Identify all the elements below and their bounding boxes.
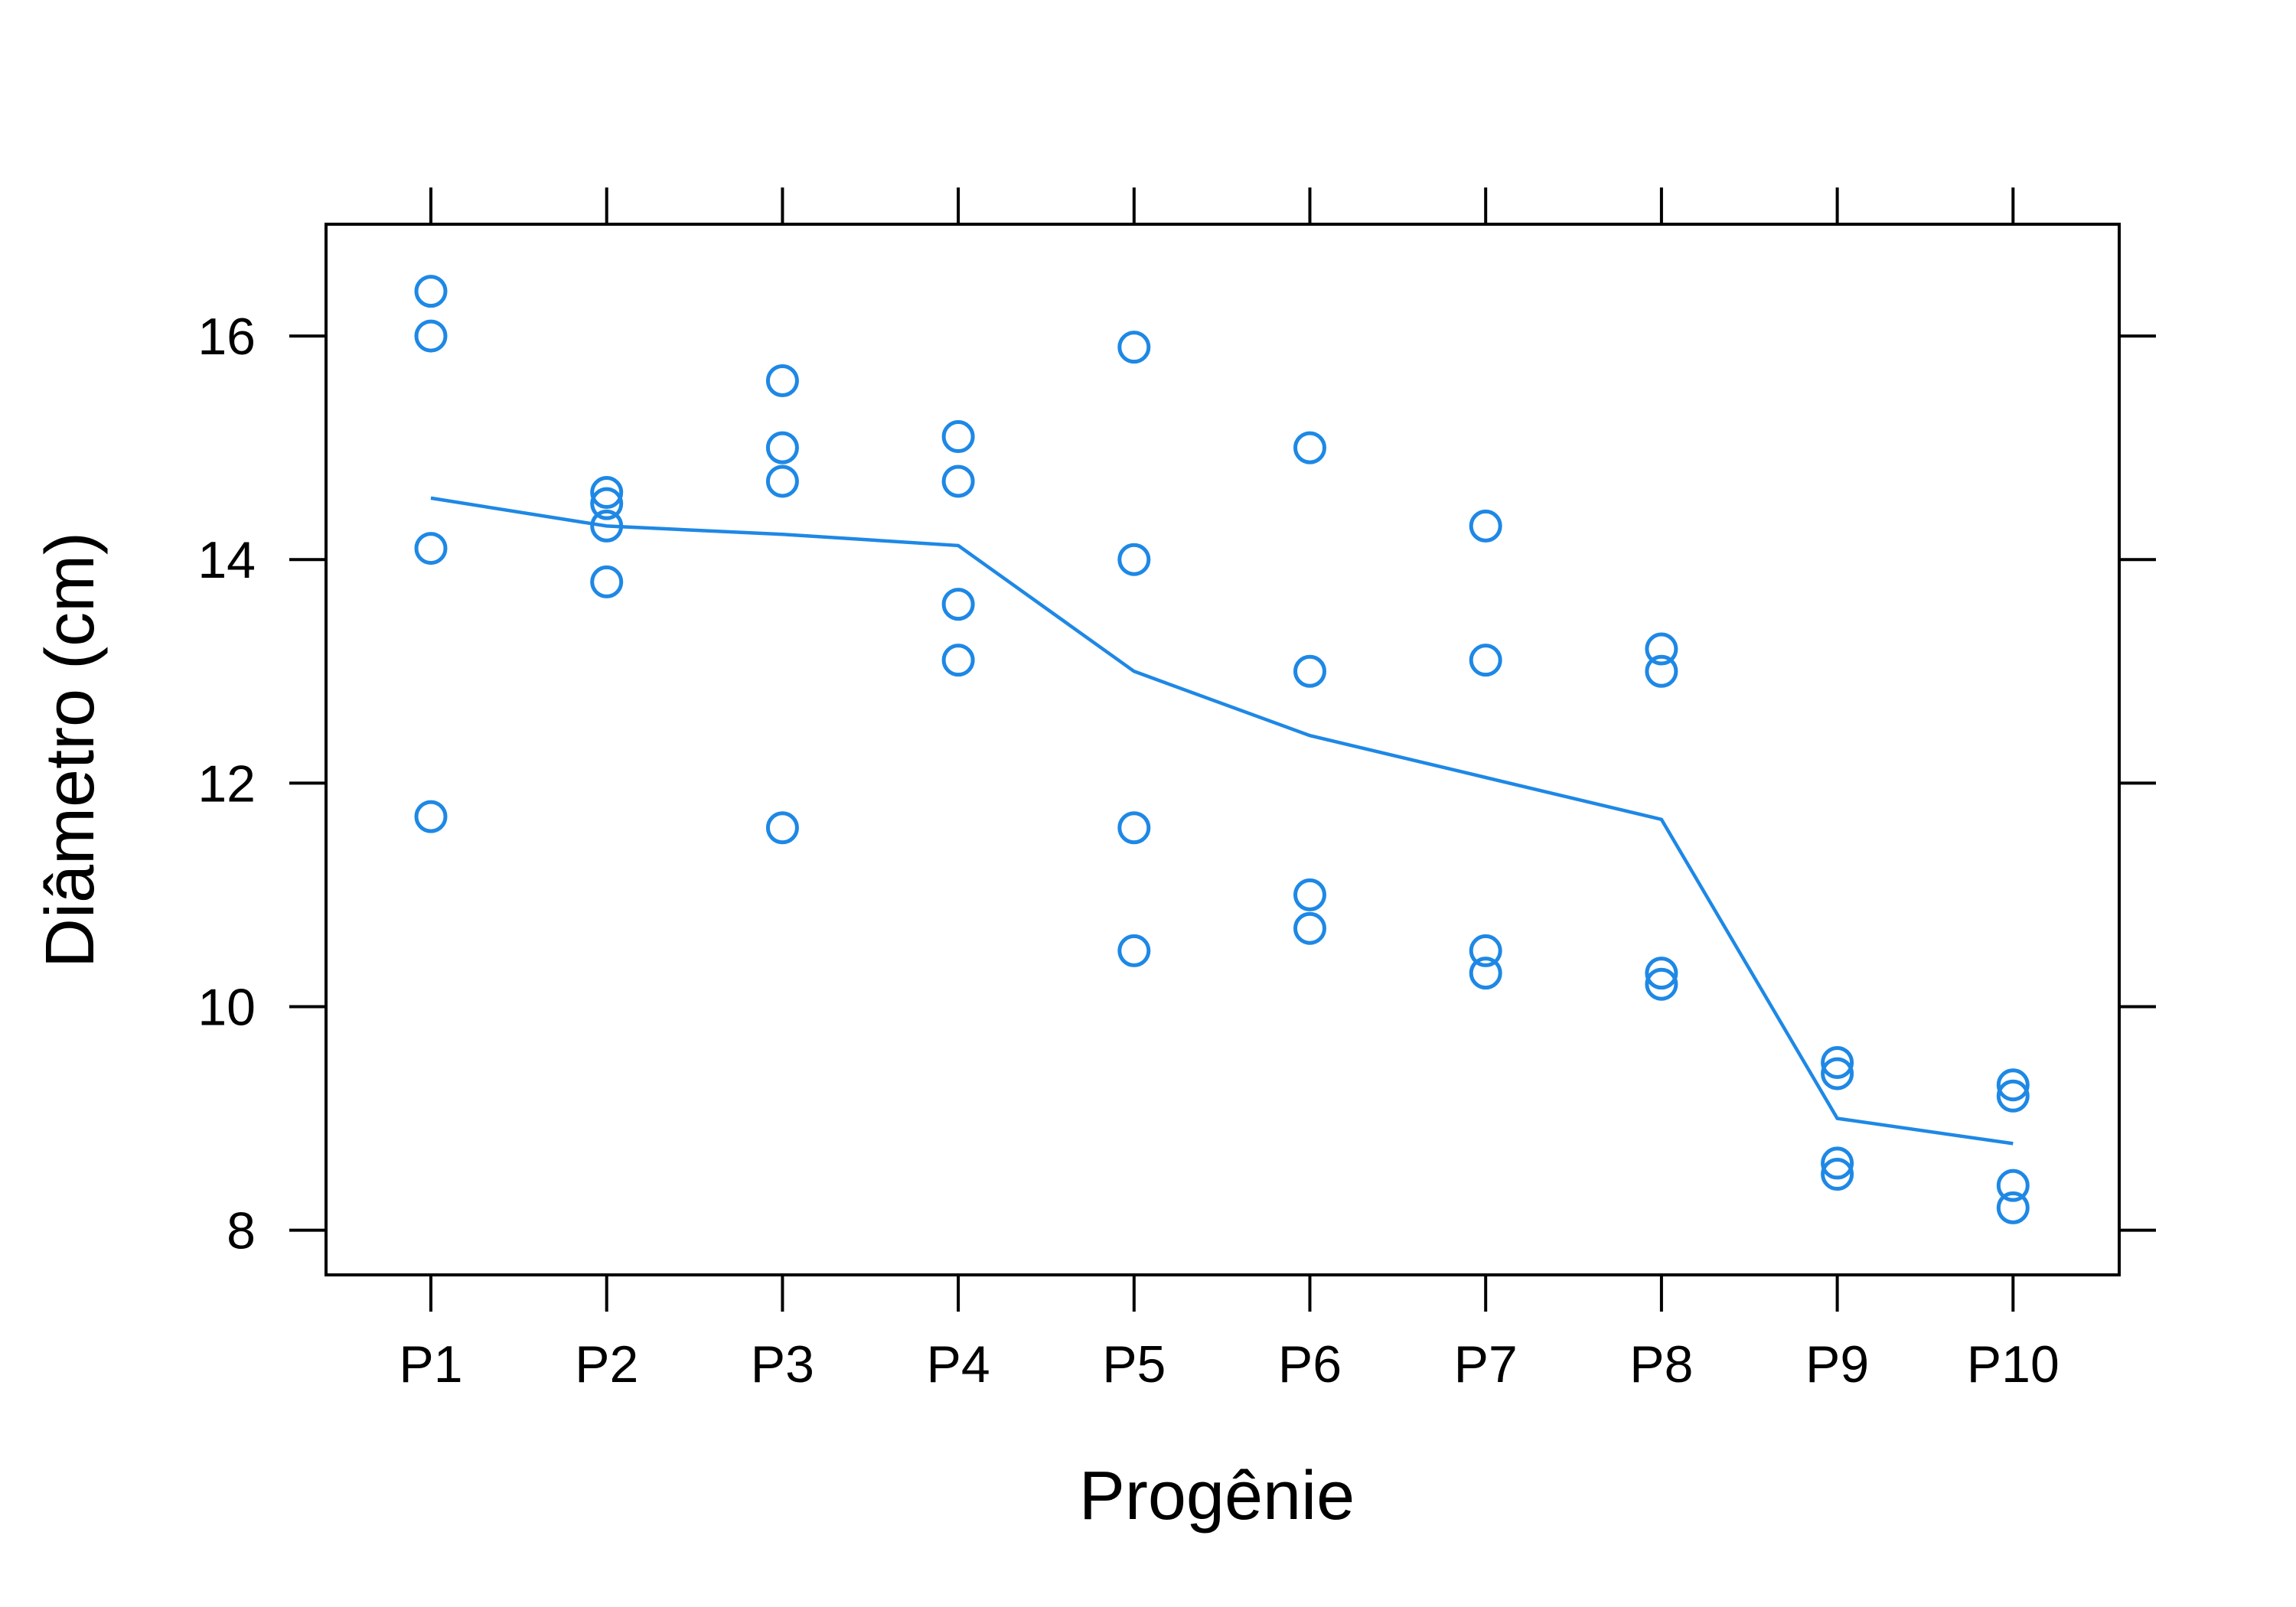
data-point-P10-3 (1996, 1191, 2030, 1224)
data-point-P9-0 (1821, 1045, 1854, 1079)
tick-labels: P1 P2 P3 P4 P5 P6 P7 P8 P9 P10 8 10 12 14 16 (197, 308, 2059, 1393)
data-point-P6-3 (1293, 911, 1326, 945)
data-point-P5-1 (1117, 543, 1151, 576)
data-point-P5-0 (1117, 331, 1151, 364)
data-point-P3-0 (765, 363, 799, 397)
y-tick-label: 8 (227, 1202, 256, 1260)
data-point-P8-3 (1645, 967, 1678, 1001)
x-tick-label: P1 (399, 1335, 462, 1393)
data-point-P5-3 (1117, 934, 1151, 967)
data-point-P4-2 (941, 588, 975, 621)
plot-area-border (325, 223, 2121, 1276)
x-tick-label: P8 (1629, 1335, 1693, 1393)
data-point-P3-1 (765, 431, 799, 464)
data-series (414, 275, 2030, 1224)
y-tick-label: 14 (197, 531, 256, 589)
x-tick-label: P7 (1454, 1335, 1518, 1393)
x-tick-label: P10 (1967, 1335, 2060, 1393)
data-point-P4-0 (941, 420, 975, 454)
data-point-P8-1 (1645, 654, 1678, 688)
data-point-P1-1 (414, 319, 448, 353)
x-tick-label: P3 (751, 1335, 814, 1393)
data-point-P9-1 (1821, 1057, 1854, 1090)
data-point-P1-0 (414, 275, 448, 308)
data-point-P2-1 (590, 487, 624, 520)
data-point-P4-3 (941, 644, 975, 677)
x-tick-label: P9 (1805, 1335, 1869, 1393)
mean-line (430, 496, 2014, 1146)
y-axis-title: Diâmetro (cm) (32, 532, 109, 968)
data-point-P9-3 (1821, 1158, 1854, 1191)
data-point-P1-3 (414, 800, 448, 833)
data-point-P2-0 (590, 476, 624, 510)
x-tick-label: P4 (927, 1335, 990, 1393)
data-point-P5-2 (1117, 811, 1151, 845)
x-tick-label: P5 (1102, 1335, 1166, 1393)
data-point-P7-2 (1469, 934, 1502, 967)
y-tick-label: 16 (197, 308, 256, 366)
data-point-P7-1 (1469, 644, 1502, 677)
data-point-P6-0 (1293, 431, 1326, 464)
data-point-P9-2 (1821, 1146, 1854, 1180)
data-point-P8-2 (1645, 957, 1678, 990)
data-point-P7-0 (1469, 509, 1502, 543)
x-tick-label: P2 (575, 1335, 638, 1393)
x-tick-label: P6 (1278, 1335, 1342, 1393)
data-point-P10-2 (1996, 1169, 2030, 1202)
data-point-P6-1 (1293, 654, 1326, 688)
data-point-P10-0 (1996, 1068, 2030, 1102)
data-point-P6-2 (1293, 878, 1326, 911)
data-point-P3-3 (765, 811, 799, 845)
data-point-P3-2 (765, 464, 799, 498)
y-tick-label: 12 (197, 755, 256, 813)
axis-ticks (289, 187, 2156, 1312)
data-point-P1-2 (414, 532, 448, 566)
data-point-P2-3 (590, 565, 624, 598)
y-tick-label: 10 (197, 978, 256, 1036)
data-point-P2-2 (590, 509, 624, 543)
data-point-P8-0 (1645, 632, 1678, 666)
x-axis-title: Progênie (1079, 1458, 1355, 1534)
data-point-P7-3 (1469, 957, 1502, 990)
data-point-P4-1 (941, 464, 975, 498)
data-point-P10-1 (1996, 1079, 2030, 1113)
